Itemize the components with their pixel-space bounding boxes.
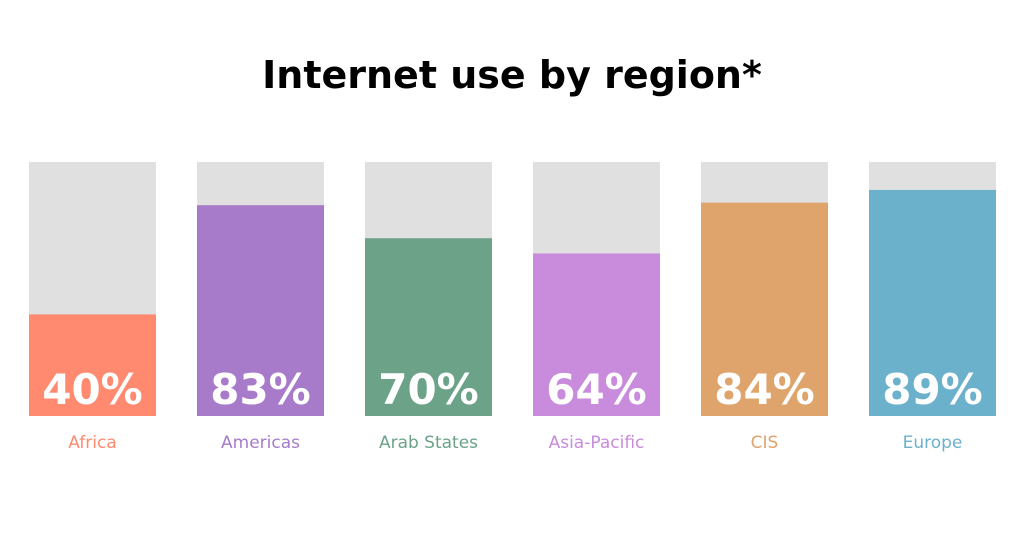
- value-label: 84%: [714, 365, 815, 414]
- bar: [869, 189, 996, 416]
- category-label: Africa: [68, 433, 117, 453]
- category-label: CIS: [751, 433, 779, 453]
- value-label: 64%: [546, 365, 647, 414]
- category-label: Arab States: [379, 433, 478, 453]
- bar: [29, 314, 156, 416]
- bar: [701, 202, 828, 416]
- category-label: Asia-Pacific: [549, 433, 645, 453]
- bar: [533, 253, 660, 416]
- value-label: 40%: [42, 365, 143, 414]
- value-label: 83%: [210, 365, 311, 414]
- category-label: Americas: [221, 433, 300, 453]
- bar: [365, 238, 492, 416]
- value-label: 89%: [882, 365, 983, 414]
- value-label: 70%: [378, 365, 479, 414]
- chart-title: Internet use by region*: [262, 53, 762, 97]
- bar: [197, 205, 324, 416]
- category-label: Europe: [903, 433, 963, 453]
